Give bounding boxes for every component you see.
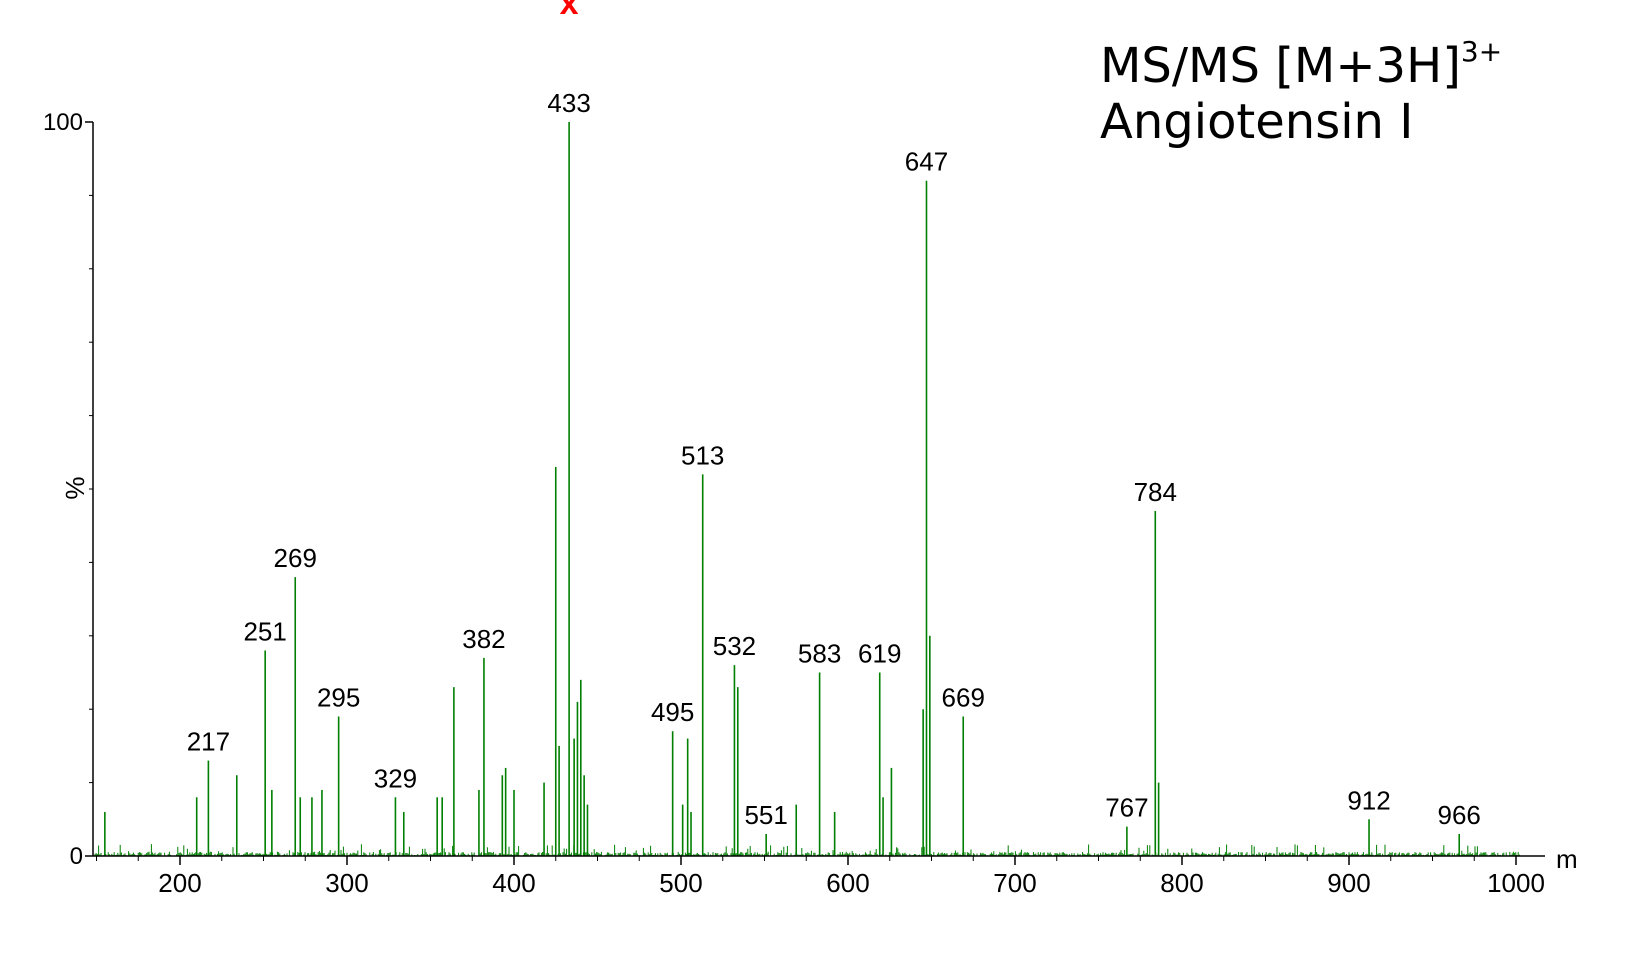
labeled-peaks: 217 251 269 295 329 382 433 495 513 532 551 583 619 6…	[187, 88, 1481, 856]
x-tick-label: 500	[659, 868, 702, 898]
precursor-marker-x: x	[560, 0, 579, 22]
peak-label: 433	[547, 88, 590, 118]
peak-label: 647	[905, 147, 948, 177]
peak-label: 269	[274, 543, 317, 573]
peak-label: 583	[798, 639, 841, 669]
chart-title-line1: MS/MS [M+3H]3+	[1100, 35, 1503, 95]
x-tick-label: 300	[325, 868, 368, 898]
x-tick-label: 800	[1160, 868, 1203, 898]
y-axis-label: %	[60, 476, 90, 499]
peak-label: 912	[1347, 785, 1390, 815]
peak-label: 767	[1105, 793, 1148, 823]
x-tick-label: 700	[993, 868, 1036, 898]
peak-label: 329	[374, 763, 417, 793]
chart-title-text: MS/MS [M+3H]	[1100, 38, 1461, 94]
peak-label: 532	[713, 631, 756, 661]
y-tick-label: 0	[70, 843, 83, 870]
x-tick-label: 900	[1327, 868, 1370, 898]
peak-label: 382	[462, 624, 505, 654]
peak-label: 619	[858, 639, 901, 669]
chart-title: MS/MS [M+3H]3+ Angiotensin I	[1100, 35, 1503, 151]
spectrum-baseline-noise	[94, 844, 1520, 856]
peak-label: 551	[744, 800, 787, 830]
peak-label: 513	[681, 440, 724, 470]
precursor-marker: x	[560, 0, 579, 22]
x-tick-label: 600	[826, 868, 869, 898]
peak-label: 217	[187, 727, 230, 757]
x-tick-label: 200	[158, 868, 201, 898]
axes: 0 100 200 300 400 500 600 700 800 900 1000% m	[43, 109, 1578, 898]
peak-label: 251	[243, 616, 286, 646]
peak-label: 966	[1438, 800, 1481, 830]
chart-title-charge: 3+	[1460, 35, 1503, 68]
chart-title-line2: Angiotensin I	[1100, 94, 1414, 150]
x-tick-label: 400	[492, 868, 535, 898]
peak-label: 295	[317, 683, 360, 713]
peak-label: 669	[942, 683, 985, 713]
peak-label: 784	[1134, 477, 1177, 507]
x-tick-label: 1000	[1487, 868, 1545, 898]
y-tick-label: 100	[43, 109, 83, 136]
minor-peaks	[104, 466, 1160, 856]
x-axis-label: m	[1556, 844, 1578, 874]
peak-label: 495	[651, 697, 694, 727]
noise-path	[94, 844, 1520, 856]
